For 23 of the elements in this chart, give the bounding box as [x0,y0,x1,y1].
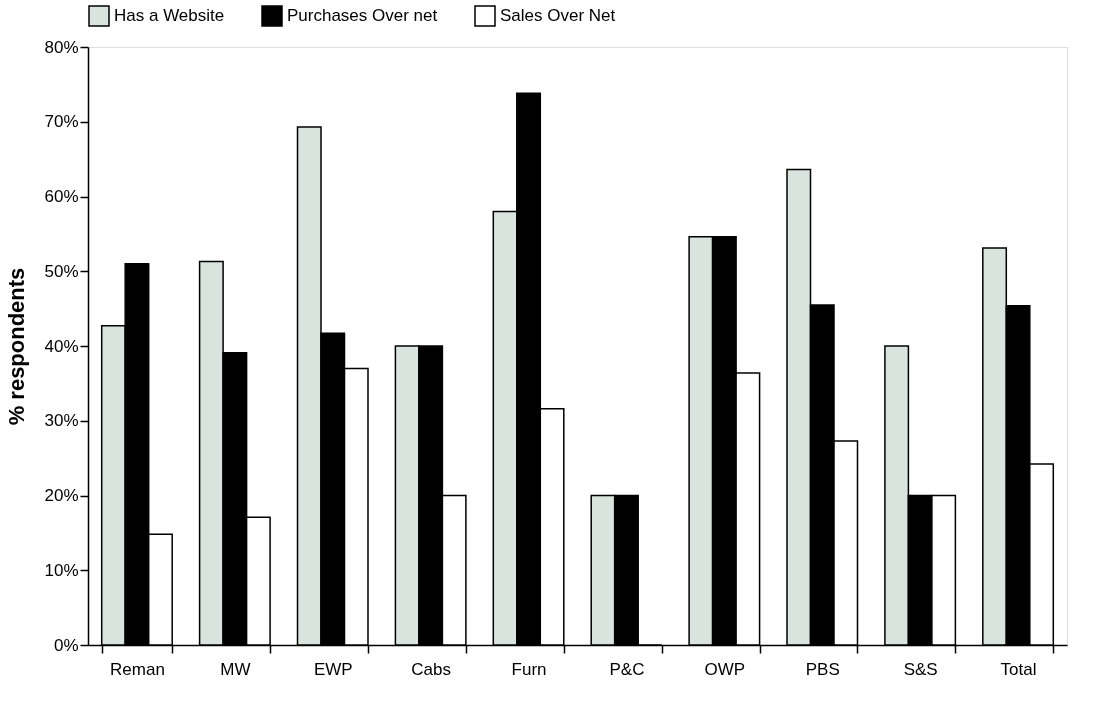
y-tick-label: 40% [44,336,79,356]
legend-label: Sales Over Net [500,6,616,25]
x-tick-label: Total [1000,659,1037,679]
y-tick-label: 50% [44,261,79,281]
x-tick-label: Cabs [411,659,451,679]
y-tick-label: 30% [44,411,79,431]
x-tick-label: MW [220,659,251,679]
y-axis-title: % respondents [4,267,30,426]
legend-label: Purchases Over net [287,6,438,25]
legend-label: Has a Website [114,6,225,25]
x-tick-label: PBS [805,659,840,679]
y-tick-label: 60% [44,187,79,206]
y-tick-label: 20% [44,486,79,505]
y-tick-label: 0% [53,635,79,655]
x-tick-label: Furn [511,659,547,679]
y-tick-label: 80% [44,37,79,57]
y-tick-label: 70% [44,112,79,132]
y-tick-label: 10% [44,560,79,580]
x-tick-label: OWP [704,659,746,679]
x-tick-label: S&S [903,659,938,679]
x-tick-label: Reman [110,659,165,679]
x-tick-label: EWP [313,659,353,679]
x-tick-label: P&C [609,659,645,679]
